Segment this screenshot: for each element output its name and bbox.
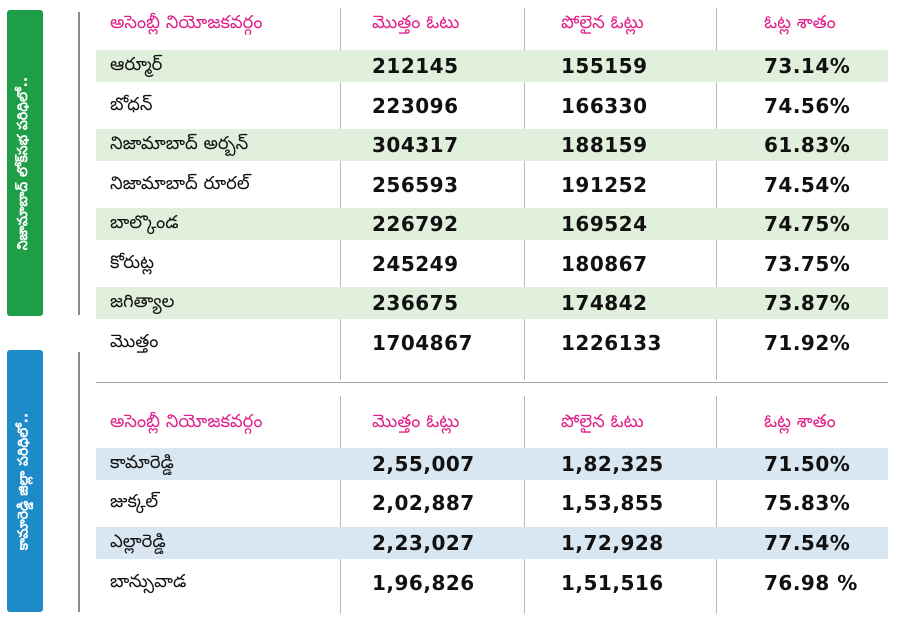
- cell-polled-votes: 188159: [561, 133, 648, 157]
- table-row: ఎల్లారెడ్డి 2,23,027 1,72,928 77.54%: [96, 527, 888, 559]
- cell-polled-votes: 155159: [561, 54, 648, 78]
- cell-total-votes: 2,02,887: [372, 491, 475, 515]
- side-label-nizamabad: నిజామాబాద్ లోక్‌సభ పరిధిలో..: [7, 10, 43, 316]
- table-total-row: మొత్తం 1704867 1226133 71.92%: [96, 327, 888, 359]
- table-row: కోరుట్ల 245249 180867 73.75%: [96, 248, 888, 280]
- cell-vote-percentage: 71.92%: [764, 331, 851, 355]
- cell-total-votes: 245249: [372, 252, 459, 276]
- cell-polled-votes: 180867: [561, 252, 648, 276]
- column-divider-1-top: [340, 8, 341, 380]
- header-polled-votes: పోలైన ఓట్లు: [561, 11, 644, 33]
- cell-total-votes: 1,96,826: [372, 571, 475, 595]
- cell-constituency: కామారెడ్డి: [110, 451, 174, 473]
- table-row: నిజామాబాద్ అర్బన్ 304317 188159 61.83%: [96, 129, 888, 161]
- table-header-row: అసెంబ్లీ నియోజకవర్గం మొత్తం ఓటు పోలైన ఓట…: [96, 8, 888, 40]
- cell-polled-votes: 1226133: [561, 331, 662, 355]
- cell-vote-percentage: 71.50%: [764, 452, 851, 476]
- column-divider-2-bottom: [524, 396, 525, 614]
- cell-vote-percentage: 74.56%: [764, 94, 851, 118]
- cell-total-votes: 236675: [372, 291, 459, 315]
- cell-polled-votes: 191252: [561, 173, 648, 197]
- table-row: కామారెడ్డి 2,55,007 1,82,325 71.50%: [96, 448, 888, 480]
- left-divider-bottom: [78, 352, 80, 612]
- cell-total-votes: 223096: [372, 94, 459, 118]
- side-label-kamareddy: కామారెడ్డి జిల్లా పరిధిలో..: [7, 350, 43, 612]
- table-row: ఆర్మూర్ 212145 155159 73.14%: [96, 50, 888, 82]
- cell-constituency: నిజామాబాద్ అర్బన్: [110, 132, 249, 154]
- cell-vote-percentage: 76.98 %: [764, 571, 858, 595]
- table-row: జుక్కల్ 2,02,887 1,53,855 75.83%: [96, 487, 888, 519]
- header-vote-percentage: ఓట్ల శాతం: [764, 11, 836, 33]
- cell-polled-votes: 166330: [561, 94, 648, 118]
- side-label-nizamabad-text: నిజామాబాద్ లోక్‌సభ పరిధిలో..: [15, 76, 32, 250]
- header-constituency: అసెంబ్లీ నియోజకవర్గం: [110, 11, 263, 33]
- cell-polled-votes: 1,82,325: [561, 452, 664, 476]
- table-row: జగిత్యాల 236675 174842 73.87%: [96, 287, 888, 319]
- cell-polled-votes: 1,51,516: [561, 571, 664, 595]
- cell-vote-percentage: 75.83%: [764, 491, 851, 515]
- cell-vote-percentage: 77.54%: [764, 531, 851, 555]
- cell-constituency: బాల్కొండ: [110, 211, 179, 233]
- header-total-votes: మొత్తం ఓట్లు: [372, 410, 460, 432]
- header-polled-votes: పోలైన ఓటు: [561, 410, 644, 432]
- table-row: బాల్కొండ 226792 169524 74.75%: [96, 208, 888, 240]
- cell-total-votes: 304317: [372, 133, 459, 157]
- cell-vote-percentage: 61.83%: [764, 133, 851, 157]
- header-constituency: అసెంబ్లీ నియోజకవర్గం: [110, 410, 263, 432]
- table-header-row: అసెంబ్లీ నియోజకవర్గం మొత్తం ఓట్లు పోలైన …: [96, 407, 888, 439]
- cell-vote-percentage: 73.14%: [764, 54, 851, 78]
- cell-polled-votes: 1,72,928: [561, 531, 664, 555]
- cell-constituency: నిజామాబాద్ రూరల్: [110, 172, 250, 194]
- column-divider-1-bottom: [340, 396, 341, 614]
- table-row: బాన్సువాడ 1,96,826 1,51,516 76.98 %: [96, 567, 888, 599]
- cell-total-votes: 2,23,027: [372, 531, 475, 555]
- cell-constituency: ఎల్లారెడ్డి: [110, 530, 166, 552]
- cell-vote-percentage: 73.87%: [764, 291, 851, 315]
- left-divider-top: [78, 12, 80, 315]
- cell-constituency: కోరుట్ల: [110, 251, 154, 273]
- cell-vote-percentage: 73.75%: [764, 252, 851, 276]
- header-total-votes: మొత్తం ఓటు: [372, 11, 460, 33]
- cell-constituency: జగిత్యాల: [110, 290, 175, 312]
- table-row: బోధన్ 223096 166330 74.56%: [96, 90, 888, 122]
- cell-constituency: బోధన్: [110, 93, 153, 115]
- cell-polled-votes: 1,53,855: [561, 491, 664, 515]
- cell-polled-votes: 169524: [561, 212, 648, 236]
- cell-total-votes: 212145: [372, 54, 459, 78]
- column-divider-3-top: [716, 8, 717, 380]
- cell-total-votes: 226792: [372, 212, 459, 236]
- side-label-kamareddy-text: కామారెడ్డి జిల్లా పరిధిలో..: [15, 412, 32, 550]
- cell-constituency: బాన్సువాడ: [110, 570, 187, 592]
- cell-polled-votes: 174842: [561, 291, 648, 315]
- cell-total-votes: 1704867: [372, 331, 473, 355]
- column-divider-3-bottom: [716, 396, 717, 614]
- cell-vote-percentage: 74.54%: [764, 173, 851, 197]
- header-vote-percentage: ఓట్ల శాతం: [764, 410, 836, 432]
- cell-vote-percentage: 74.75%: [764, 212, 851, 236]
- cell-total-votes: 2,55,007: [372, 452, 475, 476]
- table-row: నిజామాబాద్ రూరల్ 256593 191252 74.54%: [96, 169, 888, 201]
- cell-constituency: జుక్కల్: [110, 490, 159, 512]
- cell-total-label: మొత్తం: [110, 330, 159, 352]
- table-separator: [96, 382, 888, 383]
- column-divider-2-top: [524, 8, 525, 380]
- cell-total-votes: 256593: [372, 173, 459, 197]
- cell-constituency: ఆర్మూర్: [110, 53, 163, 75]
